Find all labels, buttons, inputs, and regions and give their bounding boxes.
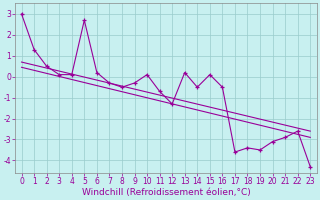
X-axis label: Windchill (Refroidissement éolien,°C): Windchill (Refroidissement éolien,°C) <box>82 188 250 197</box>
